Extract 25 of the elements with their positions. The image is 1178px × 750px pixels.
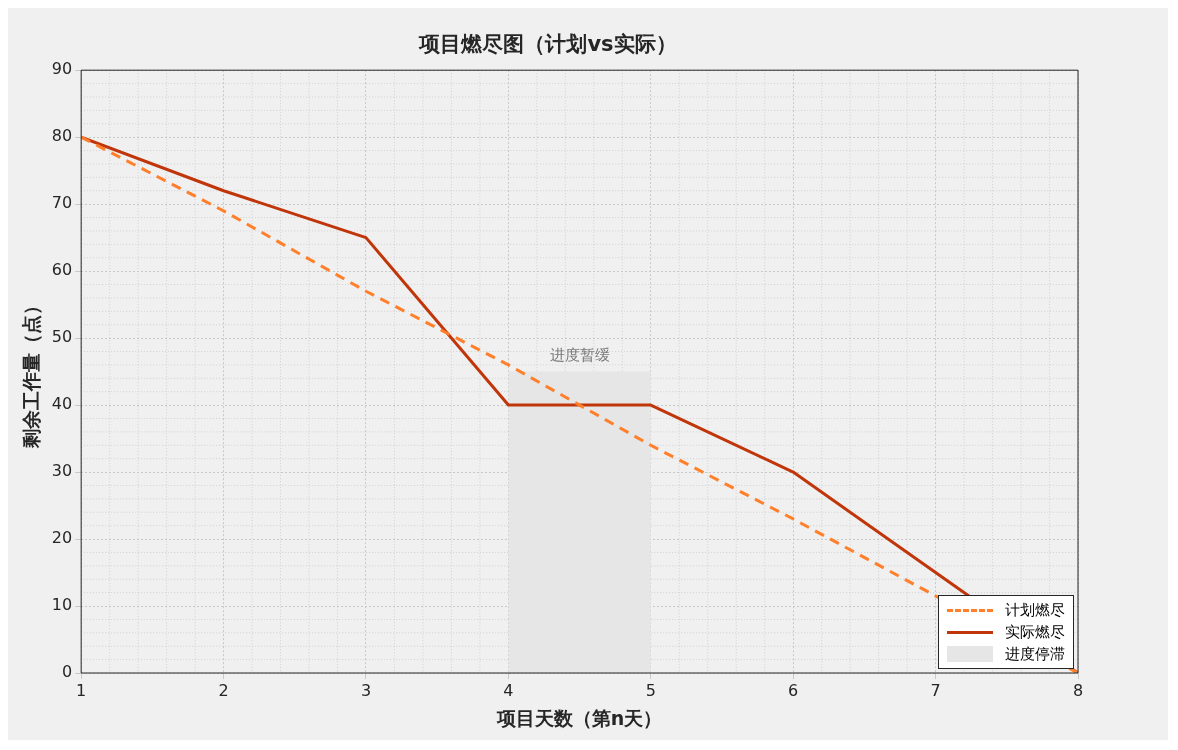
x-tick-label: 3 [360,680,372,700]
x-tick-label: 8 [1072,680,1084,700]
annotation: 进度暂缓 [549,345,610,364]
y-tick-label: 70 [51,193,73,213]
x-tick-label: 7 [930,680,941,700]
legend-label: 进度停滞 [1005,644,1065,664]
chart-title: 项目燃尽图（计划vs实际） [418,32,677,57]
legend-label: 计划燃尽 [1005,600,1065,620]
y-tick-label: 90 [51,59,73,79]
x-tick-label: 2 [218,680,229,700]
x-tick-label: 5 [645,680,656,700]
legend-label: 实际燃尽 [1005,622,1065,642]
x-tick-label: 1 [76,680,87,700]
y-axis-title: 剩余工作量（点） [20,295,43,449]
y-tick-label: 30 [51,461,73,481]
x-tick-label: 6 [788,680,799,700]
y-tick-label: 0 [61,662,73,682]
x-axis-title: 项目天数（第n天） [495,706,663,729]
y-tick-label: 40 [51,394,73,414]
y-tick-label: 60 [51,260,73,280]
y-tick-label: 20 [51,528,73,548]
y-tick-label: 50 [51,327,73,347]
y-tick-label: 80 [51,126,73,146]
y-tick-label: 10 [51,595,73,615]
x-tick-label: 4 [503,680,514,700]
